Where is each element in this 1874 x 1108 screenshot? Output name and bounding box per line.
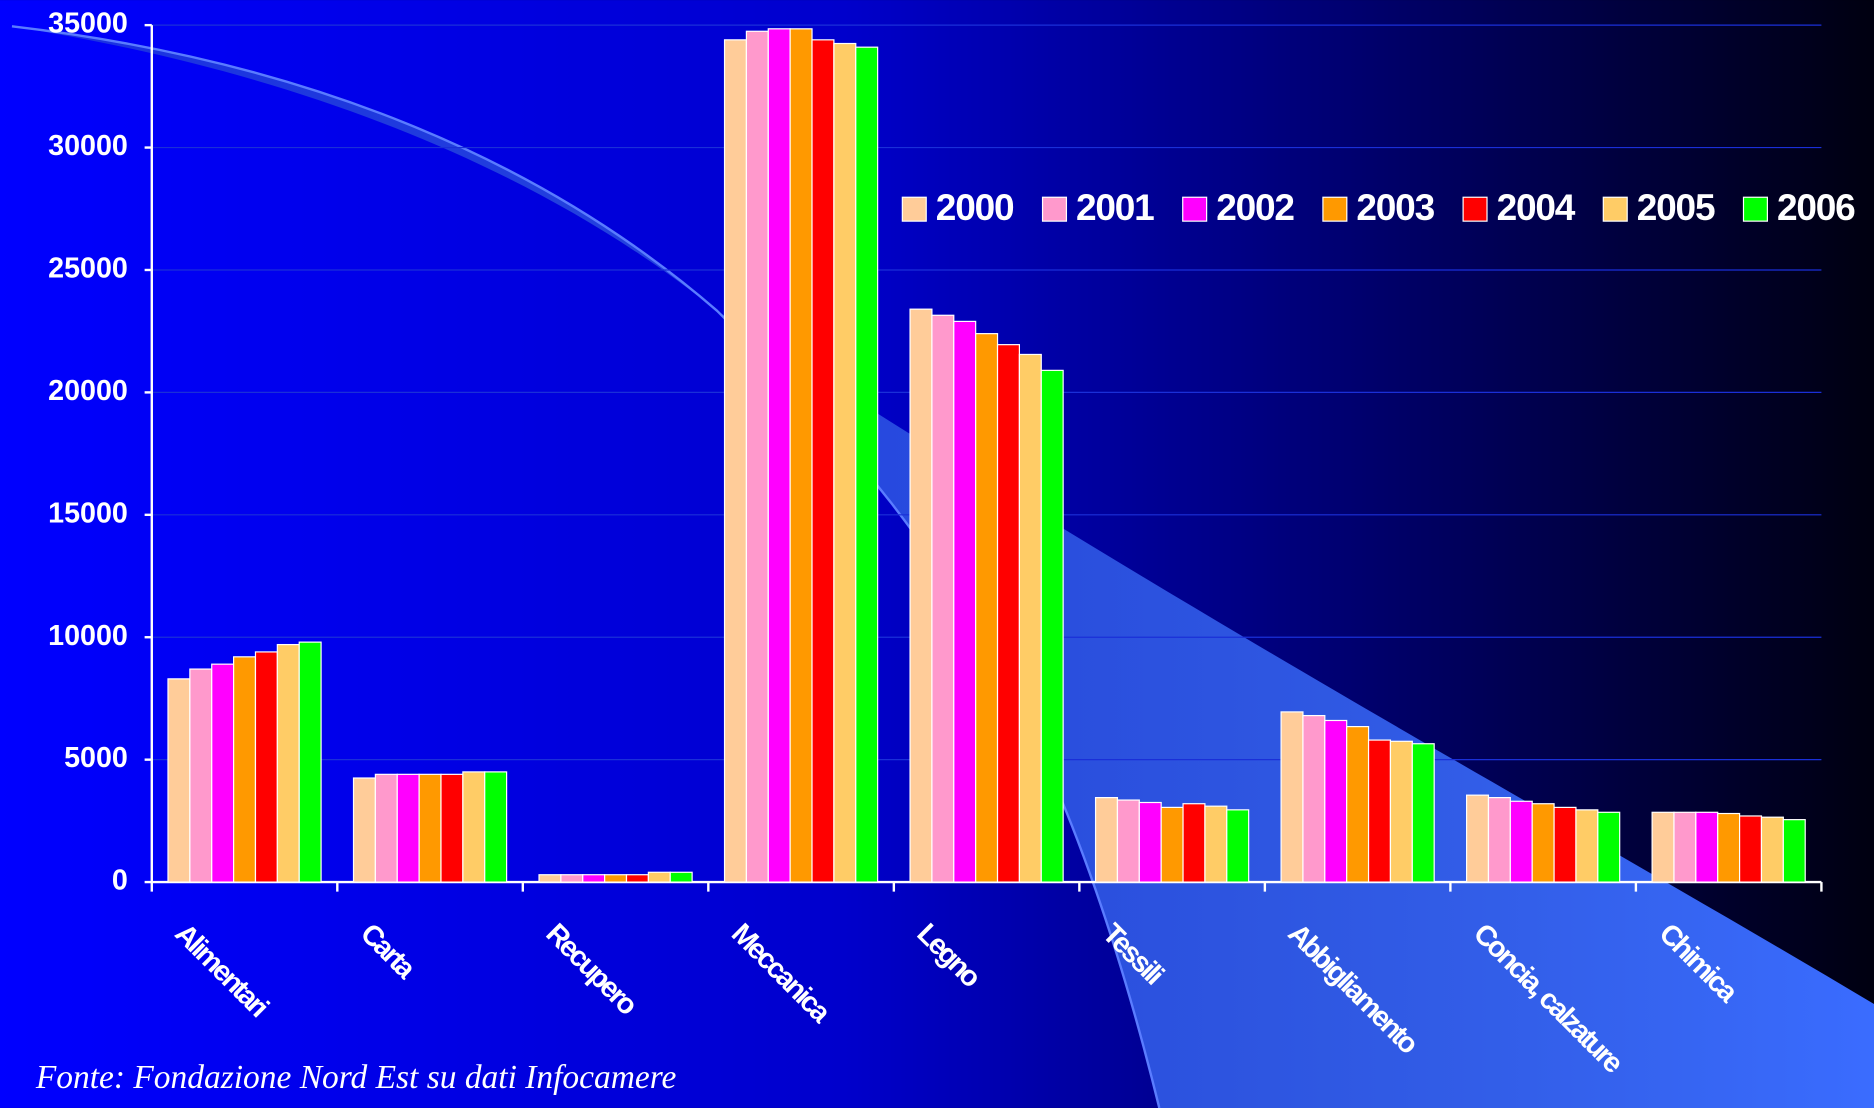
bar	[604, 874, 628, 883]
bar	[855, 46, 879, 883]
legend-label: 2002	[1216, 186, 1294, 228]
bar	[811, 39, 835, 883]
legend-swatch	[1602, 196, 1628, 222]
legend-swatch	[1462, 196, 1488, 222]
legend-swatch	[1742, 196, 1768, 222]
legend-label: 2006	[1777, 186, 1855, 228]
legend-label: 2004	[1497, 186, 1576, 228]
bar	[1204, 805, 1228, 883]
bar	[1531, 803, 1555, 883]
bar	[211, 663, 235, 883]
bar	[1575, 809, 1599, 883]
bar	[440, 773, 464, 883]
bar	[1094, 797, 1119, 883]
bar	[669, 871, 693, 883]
legend: 2000 2001 2002 2003 2004 2005 2006	[901, 186, 1856, 228]
bar	[1226, 809, 1250, 883]
bar	[233, 656, 257, 883]
bar	[931, 314, 955, 883]
bar	[1553, 806, 1577, 883]
bar	[1673, 811, 1697, 883]
bar	[909, 308, 933, 883]
legend-label: 2003	[1356, 186, 1434, 228]
bar	[1324, 719, 1348, 883]
bar	[1018, 353, 1042, 883]
bar	[745, 30, 769, 883]
bar	[484, 771, 508, 883]
bar	[1738, 815, 1763, 883]
bar	[462, 771, 486, 883]
bar	[276, 643, 300, 883]
legend-label: 2000	[936, 186, 1014, 228]
bar	[1367, 739, 1392, 883]
bar	[352, 777, 376, 883]
bar	[418, 773, 442, 883]
bar	[1040, 369, 1064, 883]
source-note: Fonte: Fondazione Nord Est su dati Infoc…	[35, 1059, 677, 1096]
bar	[1782, 819, 1806, 883]
bar	[560, 874, 584, 883]
bar	[996, 344, 1021, 883]
legend-label: 2001	[1076, 186, 1154, 228]
bar	[1346, 726, 1370, 883]
legend-swatch	[901, 196, 927, 222]
bar	[625, 874, 649, 883]
bar	[1695, 811, 1719, 883]
bar	[833, 42, 857, 883]
bar	[1597, 811, 1621, 883]
bar	[1138, 801, 1162, 883]
bar	[374, 773, 398, 883]
bar	[767, 28, 791, 883]
y-tick-label: 20000	[48, 375, 128, 407]
bar	[1760, 816, 1784, 883]
legend-label: 2005	[1637, 186, 1715, 228]
y-tick-label: 15000	[48, 497, 128, 529]
y-tick-label: 5000	[64, 742, 128, 774]
bar	[1182, 803, 1206, 883]
y-tick-label: 25000	[48, 253, 128, 285]
bar	[1302, 714, 1326, 883]
bar	[1651, 811, 1675, 883]
bar	[1509, 800, 1533, 883]
y-tick-label: 10000	[48, 620, 128, 652]
y-tick-label: 35000	[48, 8, 128, 40]
bar	[1465, 794, 1490, 883]
bar	[538, 874, 562, 883]
y-tick-label: 30000	[48, 130, 128, 162]
bar	[789, 28, 813, 883]
y-tick-label: 0	[112, 865, 128, 897]
bar	[647, 871, 671, 883]
bar	[1280, 711, 1304, 883]
bar	[1487, 797, 1511, 883]
bar	[1389, 740, 1413, 883]
bar	[167, 678, 191, 883]
bar	[975, 333, 999, 883]
legend-swatch	[1322, 196, 1348, 222]
bar	[298, 641, 322, 883]
bar	[396, 773, 420, 883]
bar	[953, 320, 977, 883]
bar	[254, 651, 278, 883]
legend-swatch	[1182, 196, 1208, 222]
legend-swatch	[1041, 196, 1068, 222]
bar	[1116, 799, 1140, 883]
bar	[582, 874, 606, 883]
bar	[189, 668, 213, 883]
bar	[1160, 806, 1184, 883]
bar	[1411, 743, 1435, 883]
bar	[1717, 812, 1741, 883]
bar	[723, 39, 748, 883]
